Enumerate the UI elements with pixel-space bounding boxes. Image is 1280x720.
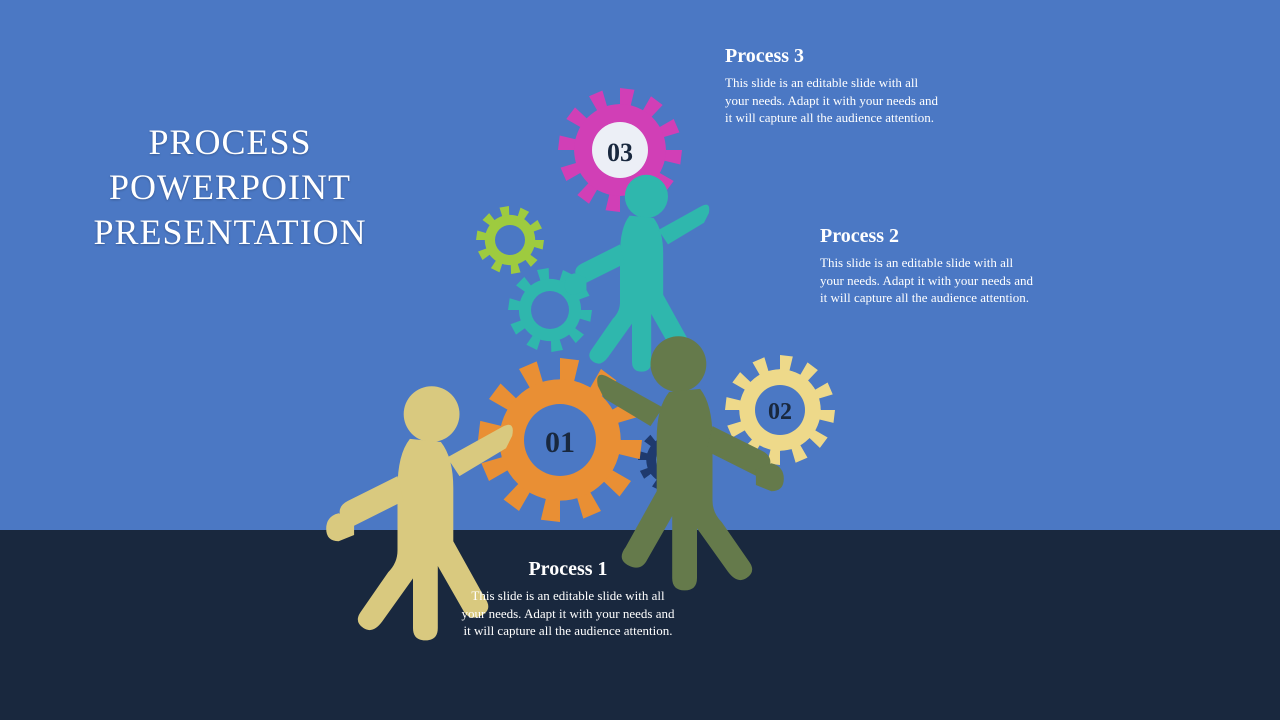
process-heading-1: Process 1 <box>458 558 678 581</box>
process-description-3: This slide is an editable slide with all… <box>725 74 945 127</box>
process-description-1: This slide is an editable slide with all… <box>458 587 678 640</box>
process-description-2: This slide is an editable slide with all… <box>820 254 1040 307</box>
process-text-1: Process 1 This slide is an editable slid… <box>458 558 678 640</box>
process-text-2: Process 2 This slide is an editable slid… <box>820 225 1040 307</box>
process-heading-3: Process 3 <box>725 45 945 68</box>
slide-stage: PROCESSPOWERPOINTPRESENTATION 01 02 03 <box>0 0 1280 720</box>
slide-title: PROCESSPOWERPOINTPRESENTATION <box>60 120 400 255</box>
process-heading-2: Process 2 <box>820 225 1040 248</box>
process-text-3: Process 3 This slide is an editable slid… <box>725 45 945 127</box>
